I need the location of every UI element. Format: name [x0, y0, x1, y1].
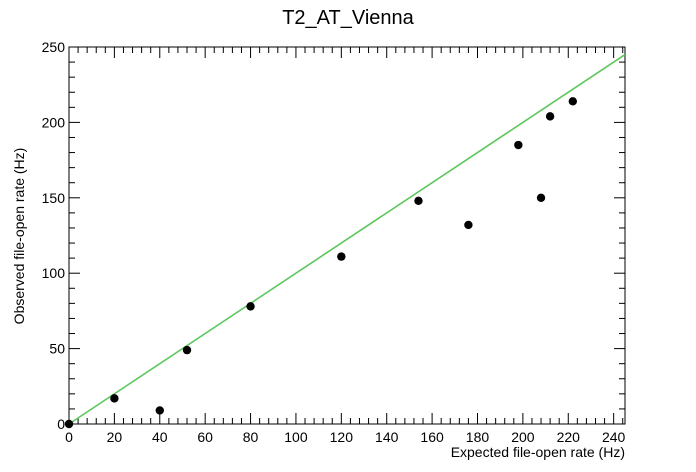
- y-tick-label: 50: [49, 341, 65, 357]
- data-point: [414, 196, 423, 206]
- x-tick-label: 100: [284, 429, 308, 445]
- x-tick-label: 20: [107, 429, 123, 445]
- data-point: [536, 193, 546, 202]
- y-tick-labels: 0 50 100 150 200 250: [42, 39, 66, 432]
- x-tick-label: 140: [375, 429, 399, 445]
- x-tick-label: 60: [197, 429, 213, 445]
- y-tick-label: 250: [42, 39, 66, 55]
- data-points: [64, 97, 578, 429]
- reference-line-group: [68, 53, 626, 425]
- y-tick-label: 0: [57, 416, 65, 432]
- y-tick-label: 200: [42, 114, 66, 130]
- chart-title: T2_AT_Vienna: [282, 7, 414, 29]
- axis-ticks: [68, 46, 625, 425]
- data-point: [545, 112, 555, 121]
- data-point: [246, 302, 255, 311]
- x-tick-label: 180: [466, 429, 490, 445]
- x-tick-labels: 0 20 40 60 80 100 120 140 160 180 200 220 240: [65, 429, 625, 445]
- plot-frame: [68, 46, 626, 425]
- data-point: [64, 419, 74, 429]
- x-axis-label: Expected file-open rate (Hz): [451, 444, 625, 460]
- x-tick-label: 160: [420, 429, 444, 445]
- data-point: [182, 345, 192, 355]
- x-tick-label: 240: [602, 429, 626, 445]
- data-point: [568, 97, 578, 106]
- x-tick-label: 0: [65, 429, 73, 445]
- data-point: [155, 406, 164, 415]
- data-point: [464, 220, 473, 230]
- y-tick-label: 100: [42, 265, 66, 281]
- x-tick-label: 200: [511, 429, 535, 445]
- x-tick-label: 80: [243, 429, 259, 445]
- data-point: [110, 394, 119, 403]
- y-axis-label: Observed file-open rate (Hz): [11, 148, 27, 325]
- x-tick-label: 40: [152, 429, 168, 445]
- reference-line: [68, 53, 626, 425]
- x-tick-label: 220: [557, 429, 581, 445]
- x-tick-label: 120: [330, 429, 354, 445]
- data-point: [337, 252, 346, 261]
- y-tick-label: 150: [42, 190, 66, 206]
- data-point: [514, 140, 523, 150]
